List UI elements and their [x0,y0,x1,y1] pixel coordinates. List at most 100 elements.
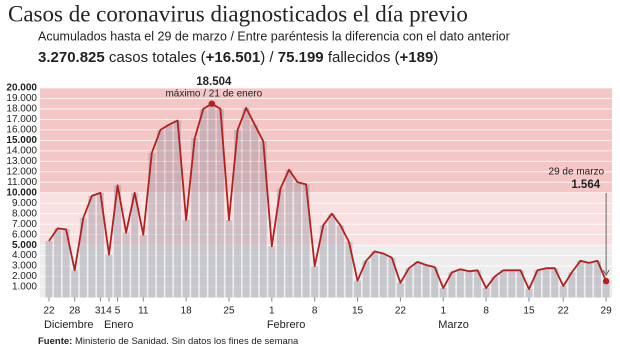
y-tick-label: 13.000 [6,156,37,167]
summary-part: 75.199 [278,49,324,66]
bar [345,241,353,298]
bar [388,257,396,298]
bar [165,124,173,298]
bar [216,108,224,298]
bar [525,289,533,298]
bar [234,129,242,298]
x-tick-label: 22 [43,306,55,317]
arrow-head [602,269,610,276]
x-tick-label: 5 [115,306,121,317]
month-label: Enero [104,319,133,331]
chart-title: Casos de coronavirus diagnosticados el d… [8,1,468,26]
y-tick-label: 15.000 [6,135,37,146]
bar [54,228,62,298]
value-label: 18.504 [196,76,232,88]
x-tick-label: 22 [395,306,407,317]
bar [354,280,362,298]
y-tick-label: 20.000 [6,83,37,94]
y-tick-label: 11.000 [7,177,37,188]
bar [379,253,387,298]
x-tick-label: 29 [601,306,613,317]
bar [328,213,336,298]
x-tick-label: 1 [440,306,446,317]
summary-part: ) / [260,49,278,66]
y-tick-label: 1.000 [12,282,37,293]
y-tick-label: 14.000 [6,145,37,156]
bar [191,138,199,298]
background-band [40,192,612,246]
line [48,102,607,290]
y-tick-label: 16.000 [6,125,37,136]
x-tick-label: 8 [483,306,489,317]
bar [431,267,439,298]
y-tick-label: 12.000 [6,166,37,177]
bar [585,262,593,298]
x-tick-label: 15 [352,306,364,317]
bar [182,219,190,298]
bar [62,229,70,298]
bar [96,192,104,298]
y-tick-label: 17.000 [6,114,37,125]
bar [414,261,422,298]
y-tick-label: 10.000 [6,187,37,198]
bar [148,152,156,298]
y-tick-label: 8.000 [12,208,37,219]
bar [559,285,567,298]
y-tick-label: 9.000 [12,198,37,209]
value-label: 1.564 [571,179,600,191]
source: Fuente: Ministerio de Sanidad. Sin datos… [38,336,299,347]
bar [448,272,456,298]
bar [576,260,584,298]
chart-subtitle: Acumulados hasta el 29 de marzo / Entre … [38,29,510,43]
bar [45,240,53,298]
bar [336,225,344,298]
x-tick-label: 25 [223,306,235,317]
bar [319,225,327,298]
y-tick-label: 4.000 [12,250,37,261]
bar [88,195,96,298]
bar [122,232,130,298]
bar [79,217,87,298]
summary-part: +189 [400,49,434,66]
bar [362,260,370,298]
highlight-dot [208,100,216,107]
bar [311,266,319,298]
x-tick-label: 4 [106,306,112,317]
bar [396,282,404,298]
bar [439,288,447,298]
bar [131,192,139,298]
month-label: Diciembre [44,319,94,331]
bar [534,270,542,298]
x-tick-label: 28 [69,306,81,317]
bar [302,184,310,298]
bar [551,268,559,298]
bar [482,288,490,298]
bar [174,120,182,298]
bar [285,169,293,298]
bar [405,268,413,298]
bar [491,276,499,298]
y-tick-label: 2.000 [12,271,37,282]
summary-part: casos totales ( [105,49,206,66]
x-tick-label: 11 [138,306,149,317]
source-label: Fuente: [38,336,72,347]
bar [422,265,430,298]
annotation: 29 de marzo [549,167,605,178]
x-tick-label: 1 [269,306,275,317]
bar [114,185,122,298]
summary-part: +16.501 [206,49,261,66]
y-tick-label: 18.000 [6,104,37,115]
bar [268,246,276,298]
bar [499,270,507,298]
bar [71,270,79,298]
bar [508,270,516,298]
summary-part: ) [433,49,438,66]
background-band [40,245,612,298]
y-tick-label: 19.000 [6,93,37,104]
bar [276,188,284,298]
x-tick-label: 15 [523,306,535,317]
x-tick-label: 18 [181,306,193,317]
highlight-dot [602,277,610,285]
summary: 3.270.825 casos totales (+16.501) / 75.1… [38,49,438,66]
